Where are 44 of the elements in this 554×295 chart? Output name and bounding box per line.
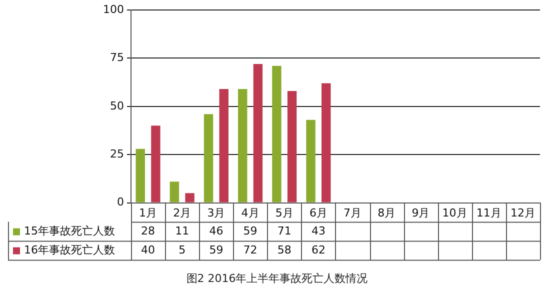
legend-label: 15年事故死亡人数 xyxy=(24,224,115,238)
bar xyxy=(204,114,214,202)
y-tick-label: 25 xyxy=(110,147,124,160)
data-label: 43 xyxy=(311,224,326,238)
legend-label: 16年事故死亡人数 xyxy=(24,244,115,257)
bar xyxy=(151,126,160,202)
data-label: 46 xyxy=(209,224,224,238)
x-tick-label: 8月 xyxy=(378,206,396,220)
x-tick-label: 4月 xyxy=(241,206,260,220)
data-label: 72 xyxy=(243,244,258,257)
bar xyxy=(219,89,228,202)
data-label: 59 xyxy=(243,224,258,238)
y-tick-label: 75 xyxy=(110,51,124,64)
x-tick-label: 9月 xyxy=(412,206,430,220)
x-tick-label: 12月 xyxy=(510,206,536,220)
x-tick-label: 7月 xyxy=(344,206,362,220)
caption: 图2 2016年上半年事故死亡人数情况 xyxy=(185,271,369,286)
data-label: 58 xyxy=(277,244,292,257)
bar xyxy=(136,148,145,202)
x-tick-label: 3月 xyxy=(207,206,226,220)
y-tick-label: 50 xyxy=(110,99,124,112)
x-tick-label: 1月 xyxy=(139,206,158,220)
data-label: 28 xyxy=(141,224,156,238)
bar xyxy=(322,83,331,202)
data-label: 5 xyxy=(178,244,186,257)
data-label: 11 xyxy=(175,224,190,238)
data-label: 59 xyxy=(209,244,224,257)
data-label: 71 xyxy=(277,224,292,238)
x-tick-label: 10月 xyxy=(442,206,468,220)
bar xyxy=(170,182,180,202)
data-label: 62 xyxy=(311,244,326,257)
bar xyxy=(272,66,282,202)
bar xyxy=(185,193,194,202)
x-tick-label: 6月 xyxy=(309,206,328,220)
bar xyxy=(287,90,297,202)
y-tick-label: 100 xyxy=(102,2,124,16)
bar xyxy=(306,120,316,202)
bar xyxy=(238,89,248,202)
bar xyxy=(253,64,263,202)
x-tick-label: 2月 xyxy=(173,206,192,220)
data-label: 40 xyxy=(141,244,156,257)
y-tick-label: 0 xyxy=(116,196,124,209)
x-tick-label: 11月 xyxy=(476,206,502,220)
x-tick-label: 5月 xyxy=(275,206,294,220)
